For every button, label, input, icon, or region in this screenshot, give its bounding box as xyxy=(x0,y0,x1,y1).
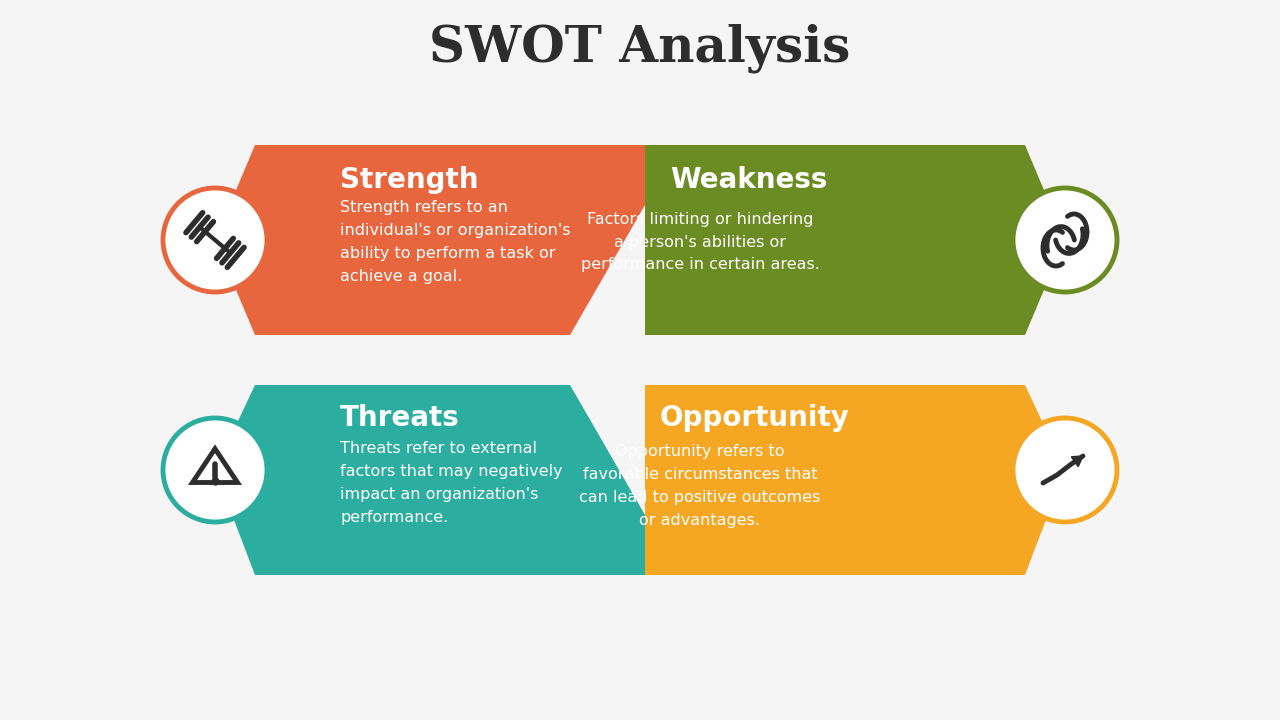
Text: SWOT Analysis: SWOT Analysis xyxy=(429,23,851,73)
Circle shape xyxy=(1012,188,1117,292)
Text: Strength refers to an
individual's or organization's
ability to perform a task o: Strength refers to an individual's or or… xyxy=(340,200,571,284)
Circle shape xyxy=(163,418,268,522)
Text: Threats: Threats xyxy=(340,404,460,432)
Text: Factors limiting or hindering
a person's abilities or
performance in certain are: Factors limiting or hindering a person's… xyxy=(581,212,819,272)
Polygon shape xyxy=(215,145,645,335)
Text: Opportunity refers to
favorable circumstances that
can lead to positive outcomes: Opportunity refers to favorable circumst… xyxy=(580,444,820,528)
Polygon shape xyxy=(215,385,645,575)
Text: Opportunity: Opportunity xyxy=(660,404,850,432)
Circle shape xyxy=(163,188,268,292)
Polygon shape xyxy=(1071,456,1083,467)
Polygon shape xyxy=(645,385,1065,575)
Polygon shape xyxy=(645,145,1065,335)
Circle shape xyxy=(1012,418,1117,522)
Text: Threats refer to external
factors that may negatively
impact an organization's
p: Threats refer to external factors that m… xyxy=(340,441,563,525)
Text: Weakness: Weakness xyxy=(669,166,827,194)
Text: Strength: Strength xyxy=(340,166,479,194)
